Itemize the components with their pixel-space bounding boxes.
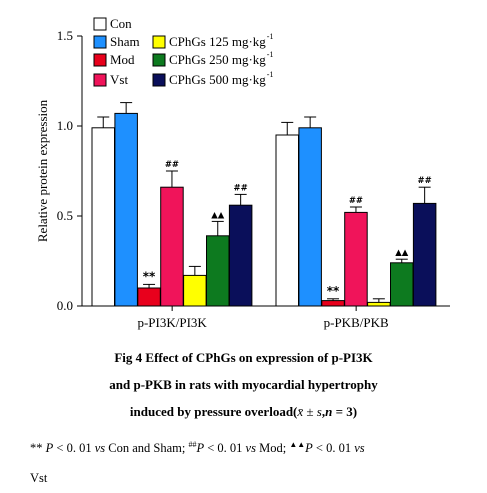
legend-label: CPhGs 125 mg·kg [169, 34, 266, 49]
legend-unit-exponent: -1 [267, 50, 274, 59]
y-tick-label: 1.0 [57, 118, 73, 133]
legend-unit-exponent: -1 [267, 70, 274, 79]
significance-mark: ▲▲ [211, 210, 225, 220]
y-tick-label: 0.5 [57, 208, 73, 223]
legend-swatch [152, 53, 166, 67]
y-axis-label: Relative protein expression [35, 99, 50, 242]
y-ticks: 0.0 0.5 1.0 1.5 [57, 28, 82, 313]
x-tick-label: p-PKB/PKB [324, 315, 389, 330]
x-tick-labels: p-PI3K/PI3K p-PKB/PKB [137, 306, 389, 330]
legend-label: Mod [110, 52, 135, 67]
note-p: P [305, 441, 313, 456]
note-p: P [42, 441, 54, 456]
x-tick-label: p-PI3K/PI3K [137, 315, 207, 330]
bars: ** ## ▲▲ ## ** ## ▲▲ ## [91, 102, 437, 307]
significance-mark: ** [143, 269, 156, 283]
y-tick-label: 1.5 [57, 28, 73, 43]
bar [91, 127, 115, 307]
legend-swatch [93, 17, 107, 31]
caption-stat: x̄ ± s [297, 404, 322, 419]
significance-mark: ## [165, 160, 179, 170]
legend-swatch [152, 35, 166, 49]
note-text: Mod; [255, 441, 290, 456]
significance-mark: ## [234, 183, 248, 193]
note-lt: < 0. 01 [204, 441, 246, 456]
note-vs: vs [245, 441, 256, 456]
note-text: Vst [30, 471, 48, 486]
bar [160, 186, 184, 307]
bar [183, 274, 207, 307]
caption-n: n [325, 404, 333, 419]
bar-chart: Relative protein expression 0.0 0.5 1.0 1.5… [35, 16, 450, 330]
legend-label: Con [110, 16, 132, 31]
note-lt: < 0. 01 [312, 441, 355, 456]
caption-comma: , [321, 404, 326, 419]
bar [412, 202, 437, 307]
footnote: ** P < 0. 01 vs Con and Sham; ##P < 0. 0… [30, 430, 470, 493]
caption-line-3: induced by pressure overload(x̄ ± s,n = … [0, 404, 487, 420]
legend-swatch [93, 35, 107, 49]
caption-line-2: and p-PKB in rats with myocardial hypert… [109, 377, 378, 392]
note-triangle-mark: ▲▲ [289, 440, 306, 449]
legend-label: CPhGs 250 mg·kg [169, 52, 266, 67]
caption-line-1: Fig 4 Effect of CPhGs on expression of p… [114, 350, 373, 365]
legend-swatch [93, 73, 107, 87]
note-hash-mark: ## [188, 440, 197, 449]
bar [321, 300, 345, 307]
bar [367, 301, 391, 307]
note-p: P [196, 441, 205, 456]
bar [114, 112, 138, 307]
note-text: Con and Sham; [105, 441, 189, 456]
significance-mark: ## [349, 196, 363, 206]
legend-label: CPhGs 500 mg·kg [169, 72, 266, 87]
caption-text: induced by pressure overload( [129, 404, 298, 419]
legend-label: Sham [110, 34, 140, 49]
bar [298, 127, 322, 307]
bar [390, 262, 414, 307]
bar [137, 287, 161, 307]
significance-mark: ** [327, 284, 340, 298]
note-vs: vs [354, 441, 365, 456]
legend-swatch [152, 73, 166, 87]
bar [344, 211, 368, 307]
significance-mark: ## [418, 176, 432, 186]
legend-swatch [93, 53, 107, 67]
note-lt: < 0. 01 [53, 441, 95, 456]
caption-n-value: = 3) [332, 404, 358, 419]
note-vs: vs [94, 441, 106, 456]
bar [228, 204, 253, 307]
legend-unit-exponent: -1 [267, 32, 274, 41]
bar [275, 134, 299, 307]
significance-mark: ▲▲ [395, 248, 409, 258]
legend-label: Vst [110, 72, 128, 87]
bar [206, 235, 230, 307]
note-star-mark: ** [30, 441, 43, 456]
y-tick-label: 0.0 [57, 298, 73, 313]
